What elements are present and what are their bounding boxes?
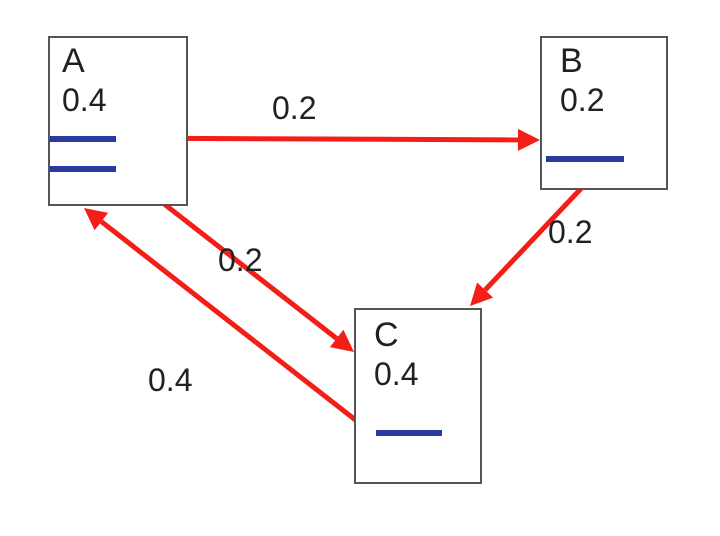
node-C-bar-0 <box>376 430 442 436</box>
node-A-bar-0 <box>50 136 116 142</box>
node-C-value: 0.4 <box>374 356 418 393</box>
node-B-value: 0.2 <box>560 82 604 119</box>
diagram-stage: A 0.4 B 0.2 C 0.4 0.2 0.2 0.2 0.4 <box>0 0 720 536</box>
node-A-value: 0.4 <box>62 82 106 119</box>
node-B-label: B <box>560 42 583 81</box>
edge-label-A-C: 0.2 <box>218 242 262 279</box>
node-C-label: C <box>374 316 399 355</box>
node-A-label: A <box>62 42 85 81</box>
edge-label-C-A: 0.4 <box>148 362 192 399</box>
node-B-bar-0 <box>546 156 624 162</box>
edge-label-A-B: 0.2 <box>272 90 316 127</box>
node-A-bar-1 <box>50 166 116 172</box>
edge-label-B-C: 0.2 <box>548 214 592 251</box>
